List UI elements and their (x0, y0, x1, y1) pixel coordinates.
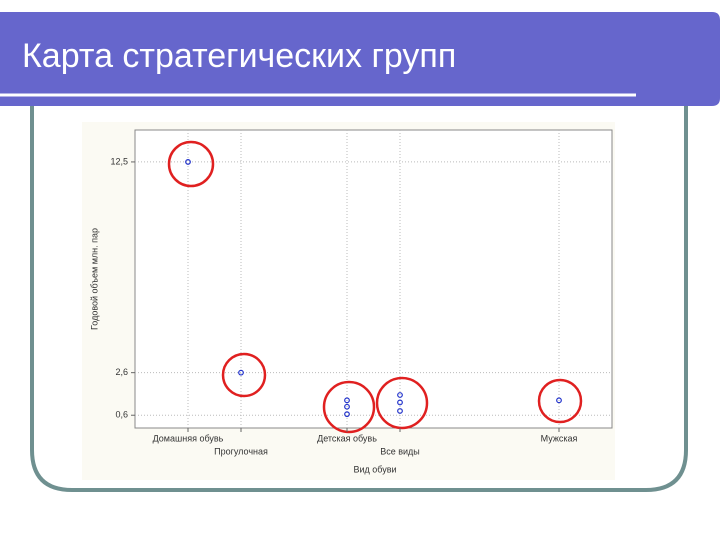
group-circle (221, 352, 267, 398)
point (344, 397, 350, 404)
y-tick-label: 12,5 (110, 156, 128, 166)
point (397, 399, 403, 406)
group-circle (375, 376, 429, 430)
point (238, 369, 244, 376)
point (397, 408, 403, 414)
y-tick-label: 0,6 (115, 410, 128, 420)
x-tick-label: Прогулочная (214, 446, 268, 456)
point (185, 159, 191, 165)
x-tick-label: Домашняя обувь (153, 433, 224, 443)
point (344, 403, 350, 410)
slide-frame (30, 100, 688, 492)
slide-title: Карта стратегических групп (22, 37, 456, 75)
y-tick-label: 2,6 (115, 367, 128, 377)
x-tick-label: Все виды (380, 446, 420, 456)
annotations (167, 140, 583, 434)
point (344, 411, 350, 418)
group-circle (167, 140, 215, 188)
x-axis-label: Вид обуви (353, 464, 396, 474)
plot-area (134, 129, 613, 429)
y-axis-label: Годовой объем млн. пар (89, 228, 99, 330)
point (556, 397, 562, 404)
group-circle (322, 380, 376, 434)
x-tick-label: Мужская (541, 433, 578, 443)
group-circle (537, 378, 583, 424)
x-tick-label: Детская обувь (317, 433, 377, 443)
title-bar (0, 12, 720, 106)
point (397, 392, 403, 398)
